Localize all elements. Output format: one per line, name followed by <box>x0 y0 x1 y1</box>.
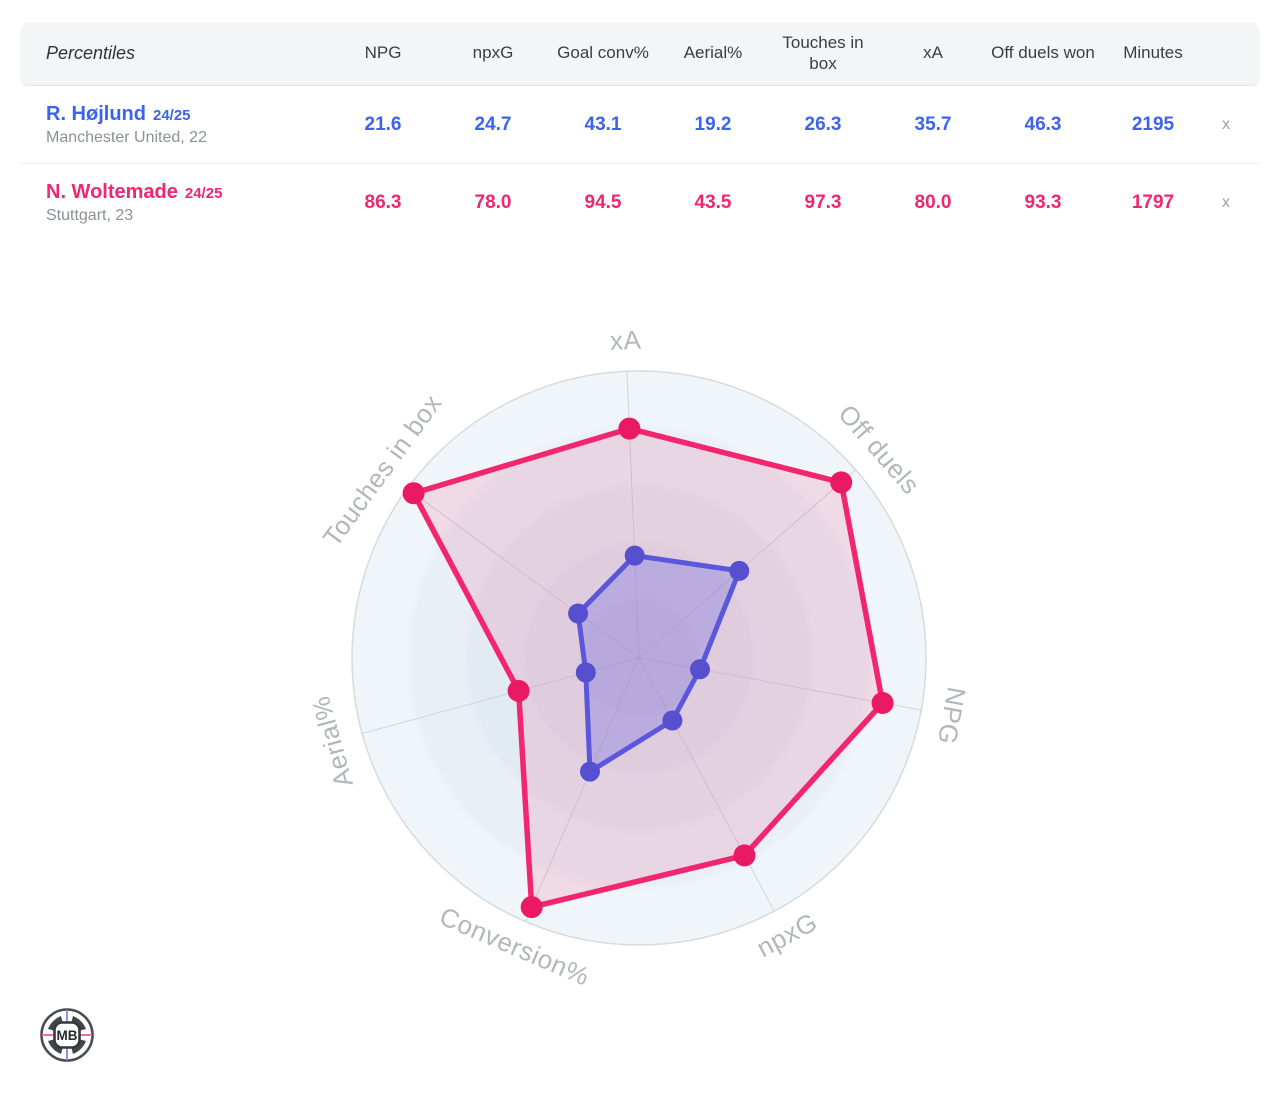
radar-data-point <box>662 710 683 731</box>
player-cell: N. Woltemade 24/25 Stuttgart, 23 <box>20 181 328 225</box>
logo-badge <box>53 1021 81 1049</box>
stat-value: 2195 <box>1131 113 1175 135</box>
stat-value: 86.3 <box>364 191 402 213</box>
radar-axis-label-aerial-: Aerial% <box>305 693 359 791</box>
radar-data-point <box>830 471 853 494</box>
radar-data-point <box>520 896 543 919</box>
radar-spoke <box>638 469 857 659</box>
radar-data-point <box>871 692 894 714</box>
stat-value: 43.5 <box>694 191 732 213</box>
radar-spoke <box>638 657 775 912</box>
stat-value: 43.1 <box>584 113 622 135</box>
radar-spoke <box>524 657 640 922</box>
radar-data-point <box>402 482 425 505</box>
column-header-4: Touches in box <box>782 32 864 73</box>
stat-value: 35.7 <box>914 113 952 135</box>
stat-value: 26.3 <box>804 113 842 135</box>
table-row: R. Højlund 24/25 Manchester United, 22 21.6… <box>20 86 1260 163</box>
table-header: Percentiles NPG npxG Goal conv% Aerial% Touc… <box>20 22 1260 86</box>
radar-data-point <box>575 662 596 683</box>
column-header-3: Aerial% <box>683 43 743 63</box>
remove-player-button[interactable]: x <box>1222 193 1230 211</box>
column-header-1: npxG <box>472 43 514 63</box>
table-rows: R. Højlund 24/25 Manchester United, 22 21.6… <box>20 86 1260 241</box>
radar-data-point <box>690 659 710 680</box>
stat-value: 80.0 <box>914 191 952 213</box>
radar-chart: xA Off duels NPG npxG Conversion% Aerial% Touc… <box>0 268 1280 1068</box>
radar-data-point <box>733 844 756 867</box>
percentiles-table: Percentiles NPG npxG Goal conv% Aerial% Touc… <box>20 22 1260 241</box>
radar-spoke <box>407 488 640 659</box>
column-header-6: Off duels won <box>991 43 1095 63</box>
radar-series-polygon <box>410 425 886 910</box>
radar-data-point <box>624 545 645 566</box>
stat-value: 19.2 <box>694 113 732 135</box>
column-header-0: NPG <box>364 43 402 63</box>
stat-value: 78.0 <box>474 191 512 213</box>
radar-data-point <box>568 603 589 624</box>
logo-text: MB <box>57 1028 78 1043</box>
column-header-5: xA <box>923 43 943 63</box>
radar-data-point <box>729 560 750 581</box>
table-row: N. Woltemade 24/25 Stuttgart, 23 86.3 78.0 94… <box>20 163 1260 241</box>
stat-value: 21.6 <box>364 113 402 135</box>
radar-data-point <box>580 761 600 782</box>
remove-player-button[interactable]: x <box>1222 115 1230 133</box>
stat-value: 97.3 <box>804 191 842 213</box>
radar-data-point <box>618 417 641 440</box>
table-corner-label: Percentiles <box>46 43 136 63</box>
stat-value: 93.3 <box>1024 191 1062 213</box>
radar-data-point <box>507 679 530 702</box>
player-season: 24/25 <box>184 184 223 202</box>
radar-axis-label-xa: xA <box>609 325 642 356</box>
player-name: N. Woltemade <box>46 180 178 203</box>
stat-value: 24.7 <box>474 113 512 135</box>
player-season: 24/25 <box>152 106 191 124</box>
player-subtitle: Stuttgart, 23 <box>46 206 134 224</box>
player-name: R. Højlund <box>46 102 146 125</box>
stat-value: 1797 <box>1131 191 1175 213</box>
column-header-2: Goal conv% <box>557 43 649 63</box>
stat-value: 94.5 <box>584 191 622 213</box>
player-cell: R. Højlund 24/25 Manchester United, 22 <box>20 103 328 147</box>
stat-value: 46.3 <box>1024 113 1062 135</box>
radar-axis-label-npg: NPG <box>932 685 972 747</box>
datamb-logo: MB <box>38 1006 96 1064</box>
player-subtitle: Manchester United, 22 <box>46 128 207 146</box>
column-header-7: Minutes <box>1123 43 1183 63</box>
